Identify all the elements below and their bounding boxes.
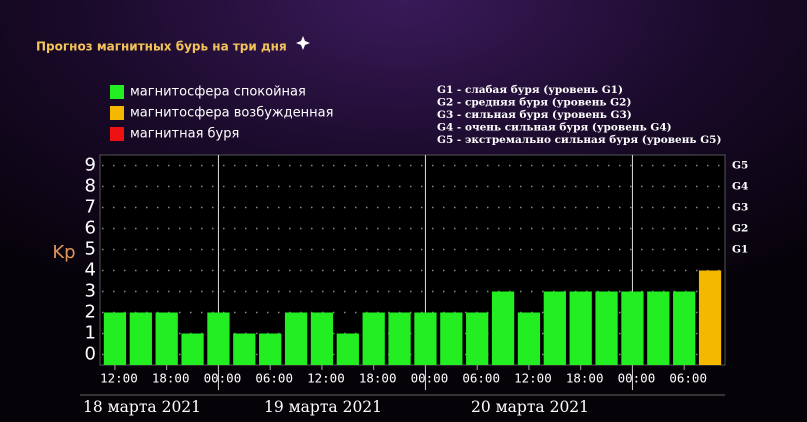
legend-label: магнитная буря — [130, 127, 239, 142]
storm-level: G4 - очень сильная буря (уровень G4) — [437, 122, 672, 134]
x-tick-label: 18:00 — [359, 371, 397, 386]
x-tick-label: 12:00 — [307, 371, 345, 386]
bar — [310, 312, 334, 365]
bar — [466, 312, 489, 365]
chart-title: Прогноз магнитных бурь на три дня — [36, 40, 287, 54]
legend-label: магнитосфера спокойная — [130, 85, 306, 100]
bar — [414, 312, 437, 365]
y-axis-label: Kp — [52, 242, 75, 263]
bar — [595, 291, 618, 365]
bar — [181, 333, 204, 365]
bar — [233, 333, 256, 365]
star — [296, 36, 310, 50]
bar — [259, 333, 282, 365]
y-tick-label: 1 — [85, 323, 96, 344]
y2-tick-label: G2 — [732, 223, 748, 235]
x-tick-label: 06:00 — [462, 371, 500, 386]
legend-label: магнитосфера возбужденная — [130, 106, 333, 121]
x-tick-label: 00:00 — [204, 371, 242, 386]
date-label: 19 марта 2021 — [264, 398, 382, 416]
y-tick-label: 6 — [85, 218, 96, 239]
bar — [569, 291, 592, 365]
bar — [517, 312, 541, 365]
bar — [698, 270, 722, 365]
x-tick-label: 00:00 — [411, 371, 449, 386]
y2-tick-label: G1 — [732, 244, 748, 256]
y-tick-label: 9 — [85, 155, 96, 176]
x-tick-label: 06:00 — [669, 371, 707, 386]
date-label: 18 марта 2021 — [83, 398, 201, 416]
y2-tick-label: G4 — [732, 181, 748, 193]
y-tick-label: 2 — [85, 302, 96, 323]
bar — [647, 291, 670, 365]
x-tick-label: 18:00 — [566, 371, 604, 386]
x-tick-label: 18:00 — [152, 371, 190, 386]
bar — [543, 291, 566, 365]
legend-swatch — [110, 85, 124, 99]
bar — [284, 312, 308, 365]
bar — [491, 291, 515, 365]
plot-area — [99, 154, 726, 366]
y-tick-label: 4 — [85, 260, 96, 281]
bar — [621, 291, 644, 365]
y2-tick-label: G5 — [732, 160, 748, 172]
storm-level: G3 - сильная буря (уровень G3) — [437, 109, 632, 121]
bar — [155, 312, 178, 365]
bar — [362, 312, 385, 365]
y2-tick-label: G3 — [732, 202, 748, 214]
storm-level: G2 - средняя буря (уровень G2) — [437, 97, 631, 109]
y-tick-label: 0 — [85, 344, 96, 365]
date-label: 20 марта 2021 — [471, 398, 589, 416]
y-tick-label: 8 — [85, 176, 96, 197]
legend-swatch — [110, 106, 124, 120]
legend-swatch — [110, 127, 124, 141]
y-tick-label: 3 — [85, 281, 96, 302]
x-tick-label: 00:00 — [618, 371, 656, 386]
bar — [103, 312, 127, 365]
bar — [440, 312, 463, 365]
bar — [388, 312, 411, 365]
y-tick-label: 5 — [85, 239, 96, 260]
bar — [207, 312, 230, 365]
bar — [673, 291, 696, 365]
y-tick-label: 7 — [85, 197, 96, 218]
storm-level: G5 - экстремально сильная буря (уровень … — [437, 134, 721, 146]
x-tick-label: 12:00 — [100, 371, 138, 386]
x-tick-label: 06:00 — [255, 371, 293, 386]
bar — [336, 333, 359, 365]
bar — [129, 312, 152, 365]
storm-level: G1 - слабая буря (уровень G1) — [437, 84, 623, 96]
x-tick-label: 12:00 — [514, 371, 552, 386]
